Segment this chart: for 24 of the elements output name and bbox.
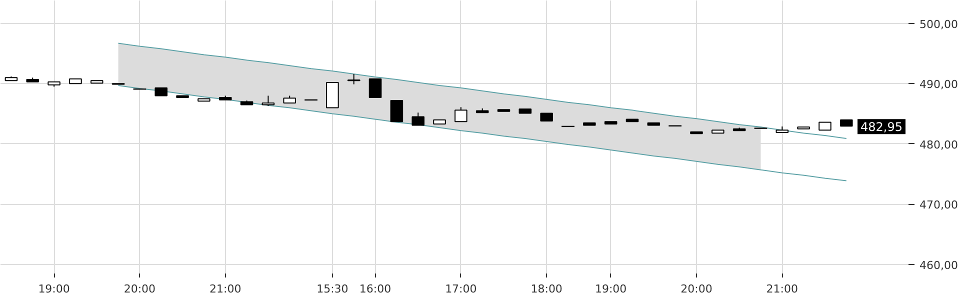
y-tick-label: 480,00 xyxy=(920,138,958,152)
line-series xyxy=(118,84,847,182)
candlestick xyxy=(262,95,275,106)
line-series xyxy=(118,42,847,140)
x-tick-label: 18:00 xyxy=(530,282,562,296)
x-tick-label: 21:00 xyxy=(766,282,798,296)
y-tick-label: 460,00 xyxy=(920,258,958,272)
x-tick-label: 20:00 xyxy=(680,282,712,296)
text: 482,95 xyxy=(860,120,903,134)
y-tick-label: 500,00 xyxy=(920,18,958,31)
x-tick-label: 15:30 xyxy=(316,282,348,296)
candlestick xyxy=(347,74,360,85)
x-tick-label: 16:00 xyxy=(359,282,392,296)
x-tick-label: 17:00 xyxy=(445,282,477,296)
candlestick xyxy=(390,100,404,122)
x-tick-label: 19:00 xyxy=(594,282,627,296)
x-tick-label: 19:00 xyxy=(38,282,70,296)
y-tick-label: 490,00 xyxy=(920,78,958,92)
y-tick-label: 470,00 xyxy=(920,198,958,212)
candlestick xyxy=(368,78,382,98)
x-tick-label: 20:00 xyxy=(124,282,156,296)
candlestick xyxy=(412,112,424,126)
x-tick-label: 21:00 xyxy=(210,282,242,296)
candlestick xyxy=(454,106,468,122)
